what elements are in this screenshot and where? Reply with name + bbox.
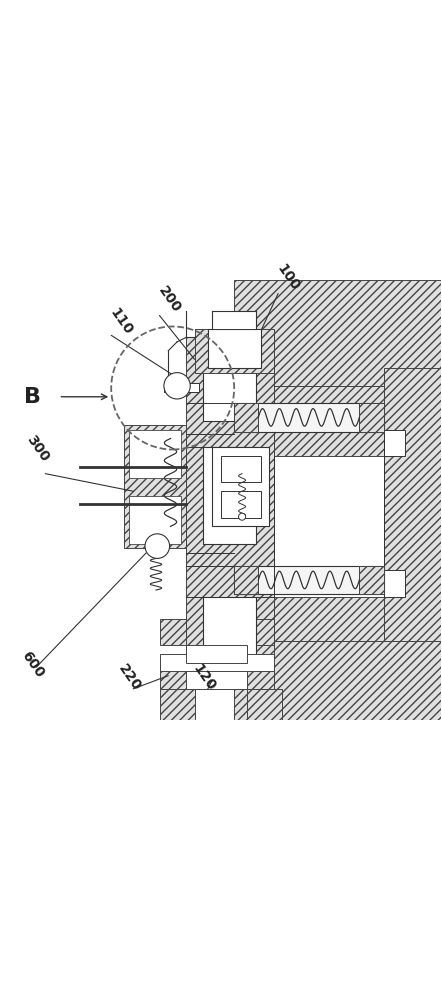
- Bar: [203, 447, 256, 544]
- Bar: [186, 645, 248, 663]
- Circle shape: [145, 534, 170, 558]
- Bar: [129, 430, 182, 478]
- Bar: [129, 496, 182, 544]
- Bar: [212, 447, 269, 526]
- Bar: [160, 619, 186, 645]
- Bar: [194, 329, 274, 373]
- Circle shape: [164, 373, 190, 399]
- Bar: [359, 566, 384, 594]
- Bar: [359, 403, 384, 432]
- Bar: [212, 311, 256, 329]
- Bar: [160, 654, 274, 671]
- Bar: [208, 329, 260, 368]
- Bar: [248, 619, 274, 645]
- Bar: [234, 280, 441, 386]
- Bar: [164, 383, 199, 392]
- Bar: [234, 566, 384, 594]
- Bar: [234, 641, 441, 720]
- Text: 600: 600: [19, 648, 47, 680]
- Text: 200: 200: [155, 284, 183, 316]
- Text: 110: 110: [107, 306, 135, 337]
- Bar: [384, 368, 441, 641]
- Bar: [160, 663, 274, 689]
- Bar: [186, 663, 248, 689]
- Bar: [124, 425, 186, 548]
- Bar: [274, 386, 384, 456]
- Bar: [234, 566, 258, 594]
- Text: B: B: [23, 387, 41, 407]
- Bar: [234, 403, 258, 432]
- Circle shape: [239, 513, 246, 520]
- Bar: [221, 456, 260, 482]
- Text: 100: 100: [274, 262, 302, 294]
- Bar: [234, 403, 384, 432]
- Bar: [160, 689, 194, 720]
- Bar: [203, 337, 256, 421]
- Bar: [384, 430, 405, 456]
- Text: 220: 220: [116, 661, 144, 693]
- Bar: [221, 491, 260, 518]
- Bar: [203, 597, 256, 663]
- Bar: [274, 597, 384, 641]
- Text: 300: 300: [23, 433, 51, 465]
- Bar: [248, 689, 282, 720]
- Text: 120: 120: [190, 661, 218, 693]
- Bar: [186, 337, 274, 663]
- Bar: [384, 570, 405, 597]
